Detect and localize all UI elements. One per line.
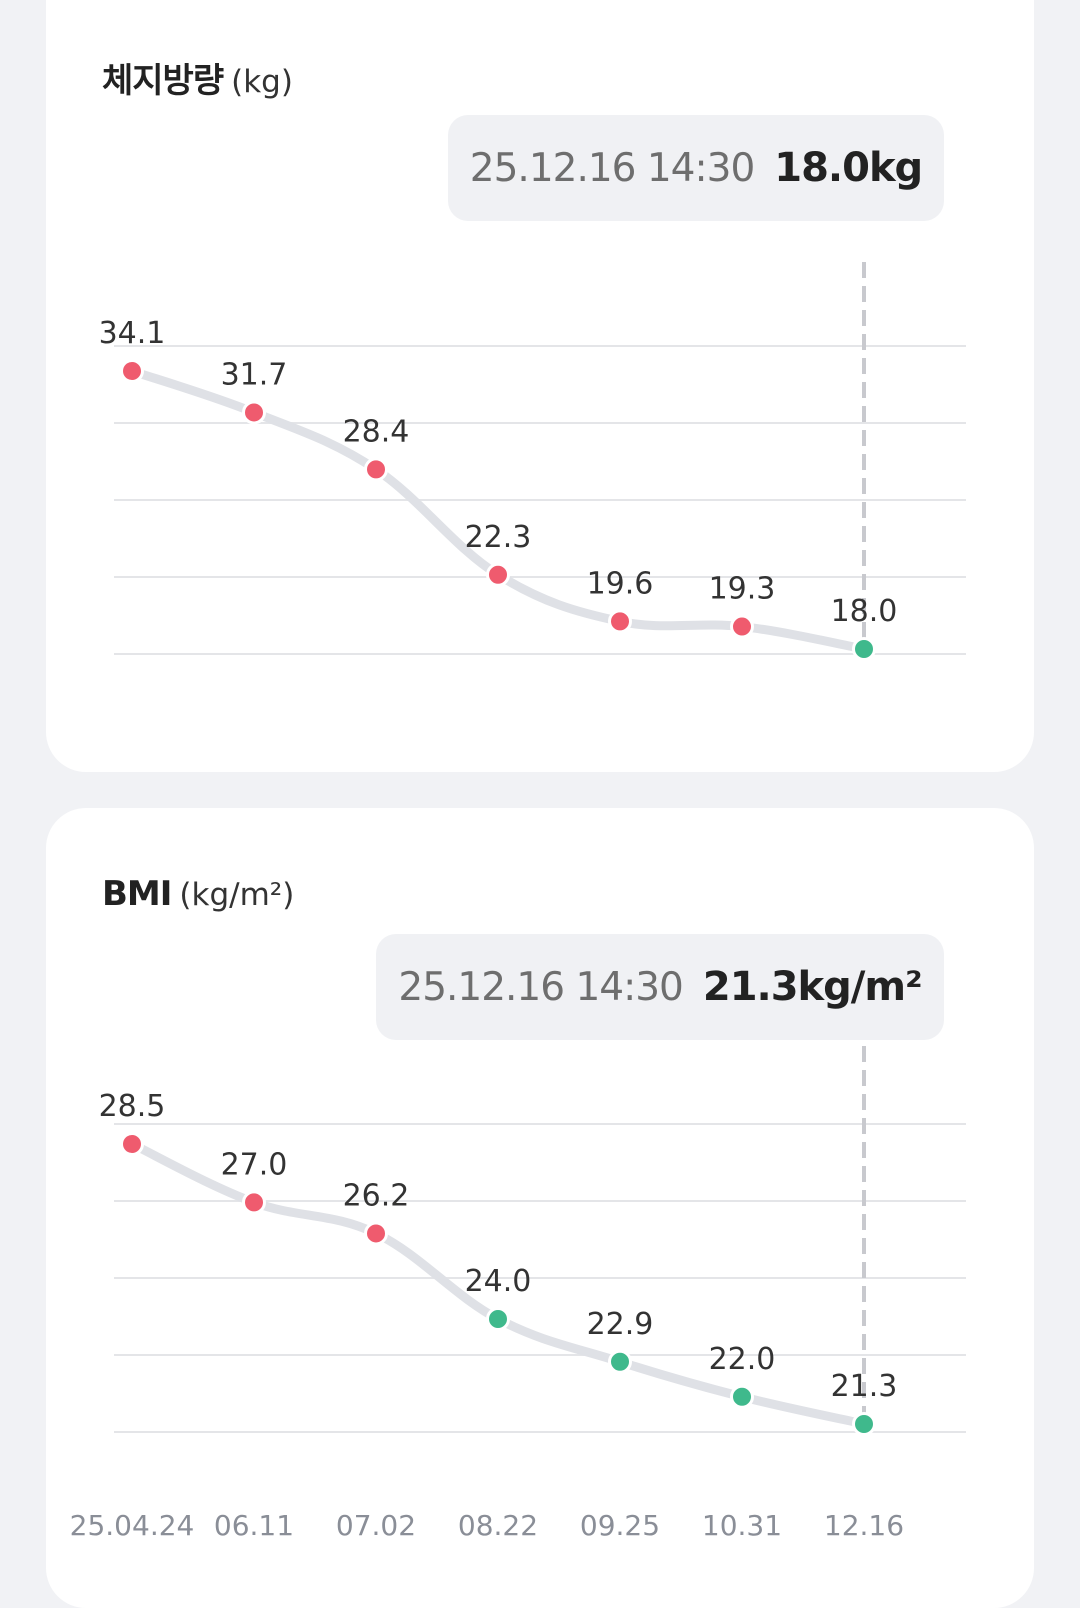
- data-point[interactable]: [364, 457, 388, 482]
- data-label: 27.0: [221, 1147, 288, 1182]
- body-fat-card: 체지방량 (kg) 25.12.16 14:30 18.0kg 34.1 31.7 2…: [46, 0, 1034, 772]
- data-point[interactable]: [608, 1349, 632, 1374]
- bmi-tooltip: 25.12.16 14:30 21.3kg/m²: [376, 934, 944, 1040]
- x-tick-label: 10.31: [702, 1509, 782, 1542]
- x-tick-label: 07.02: [336, 1509, 416, 1542]
- x-tick-label: 06.11: [214, 1509, 294, 1542]
- tooltip-date: 25.12.16 14:30: [398, 964, 683, 1010]
- bmi-title-text: BMI: [102, 874, 172, 914]
- data-label: 22.3: [465, 520, 532, 555]
- data-label: 21.3: [831, 1369, 898, 1404]
- data-label: 22.9: [587, 1307, 654, 1342]
- x-tick-label: 09.25: [580, 1509, 660, 1542]
- data-point[interactable]: [852, 637, 876, 661]
- x-tick-label: 25.04.24: [70, 1509, 195, 1542]
- data-point[interactable]: [608, 609, 632, 634]
- data-label: 18.0: [831, 594, 898, 629]
- data-label: 22.0: [709, 1342, 776, 1377]
- data-label: 28.4: [343, 414, 410, 449]
- data-point[interactable]: [486, 562, 510, 587]
- data-label: 34.1: [99, 316, 166, 351]
- tooltip-date: 25.12.16 14:30: [469, 145, 755, 191]
- data-label: 31.7: [221, 357, 288, 392]
- data-label: 19.6: [587, 566, 654, 601]
- data-point[interactable]: [120, 359, 144, 383]
- data-point[interactable]: [242, 400, 266, 425]
- x-tick-label: 12.16: [824, 1509, 904, 1542]
- chart-plot: 28.5 27.0 26.2 24.0 22.9 22.0 21.3 25.04.24 06.1…: [70, 1046, 966, 1542]
- chart-plot: 34.131.728.422.319.619.318.025.04.2406.1…: [99, 262, 966, 661]
- bmi-chart[interactable]: 28.5 27.0 26.2 24.0 22.9 22.0 21.3 25.04.24 06.1…: [46, 0, 1034, 1558]
- data-point[interactable]: [852, 1412, 876, 1436]
- body-fat-tooltip: 25.12.16 14:30 18.0kg: [448, 115, 944, 221]
- body-fat-unit: (kg): [231, 64, 293, 100]
- data-label: 28.5: [99, 1089, 166, 1124]
- data-label: 26.2: [343, 1178, 410, 1213]
- body-fat-title: 체지방량 (kg): [102, 53, 293, 102]
- data-point[interactable]: [364, 1221, 388, 1246]
- tooltip-value: 21.3kg/m²: [702, 964, 923, 1010]
- data-point[interactable]: [730, 614, 754, 639]
- data-point[interactable]: [242, 1190, 266, 1215]
- data-point[interactable]: [486, 1307, 510, 1331]
- data-label: 19.3: [709, 572, 776, 607]
- data-point[interactable]: [120, 1132, 144, 1156]
- data-point[interactable]: [730, 1384, 754, 1409]
- bmi-title: BMI (kg/m²): [102, 874, 294, 914]
- bmi-unit: (kg/m²): [179, 877, 295, 913]
- bmi-card: BMI (kg/m²) 25.12.16 14:30 21.3kg/m² 28.5…: [46, 808, 1034, 1608]
- x-tick-label: 08.22: [458, 1509, 538, 1542]
- tooltip-value: 18.0kg: [774, 145, 923, 191]
- body-fat-chart[interactable]: 34.131.728.422.319.619.318.025.04.2406.1…: [46, 0, 1034, 700]
- data-label: 24.0: [465, 1264, 532, 1299]
- body-fat-title-text: 체지방량: [102, 61, 224, 101]
